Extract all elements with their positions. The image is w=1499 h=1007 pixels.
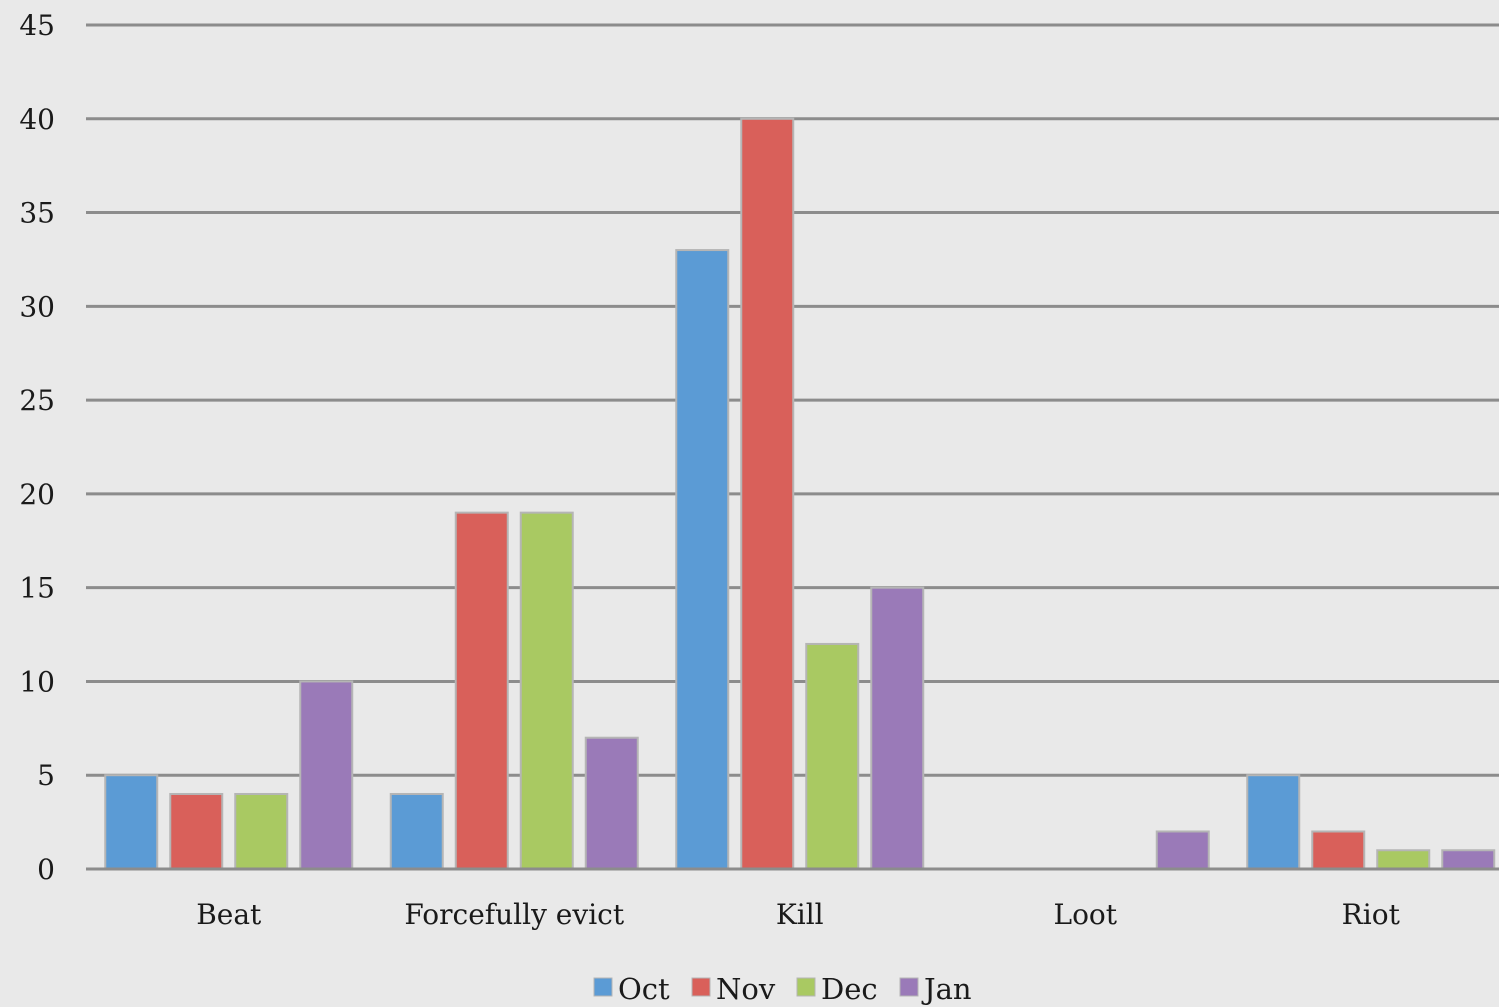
y-tick-label: 5 — [37, 759, 55, 792]
y-tick-label: 0 — [37, 853, 55, 886]
x-category-label: Beat — [196, 898, 262, 931]
legend-swatch-nov — [691, 977, 711, 997]
bar-dec-riot — [1376, 849, 1431, 871]
x-axis-categories: Beat Forcefully evict Kill Loot Riot — [196, 898, 1400, 931]
legend: Oct Nov Dec Jan — [593, 972, 972, 1006]
legend-label-dec: Dec — [821, 972, 878, 1006]
legend-swatch-oct — [593, 977, 613, 997]
bar-dec-beat — [234, 792, 289, 871]
bar-dec-forcefully-evict — [519, 511, 574, 871]
bar-oct-forcefully-evict — [389, 792, 444, 871]
y-tick-label: 45 — [19, 9, 55, 42]
x-category-label: Forcefully evict — [404, 898, 624, 931]
y-tick-label: 40 — [19, 103, 55, 136]
bar-jan-kill — [870, 586, 925, 871]
legend-label-nov: Nov — [716, 972, 776, 1006]
y-tick-label: 25 — [19, 384, 55, 417]
y-tick-label: 15 — [19, 572, 55, 605]
y-tick-label: 35 — [19, 197, 55, 230]
legend-swatch-jan — [899, 977, 919, 997]
legend-label-jan: Jan — [921, 972, 972, 1006]
legend-swatch-dec — [796, 977, 816, 997]
y-tick-label: 30 — [19, 290, 55, 323]
bars — [104, 117, 1496, 871]
bar-oct-riot — [1246, 774, 1301, 871]
legend-label-oct: Oct — [618, 972, 670, 1006]
bar-nov-kill — [740, 117, 795, 871]
x-category-label: Loot — [1053, 898, 1117, 931]
y-tick-label: 20 — [19, 478, 55, 511]
bar-dec-kill — [805, 642, 860, 871]
x-category-label: Kill — [776, 898, 824, 931]
x-category-label: Riot — [1342, 898, 1401, 931]
bar-jan-beat — [299, 680, 354, 871]
bar-nov-riot — [1311, 830, 1366, 871]
bar-jan-riot — [1441, 849, 1496, 871]
bar-oct-beat — [104, 774, 159, 871]
bar-oct-kill — [675, 249, 730, 871]
bar-nov-beat — [169, 792, 224, 871]
bar-nov-forcefully-evict — [454, 511, 509, 871]
bar-jan-forcefully-evict — [584, 736, 639, 871]
bar-jan-loot — [1155, 830, 1210, 871]
y-tick-label: 10 — [19, 665, 55, 698]
y-axis-ticks: 0 5 10 15 20 25 30 35 40 45 — [19, 9, 55, 886]
